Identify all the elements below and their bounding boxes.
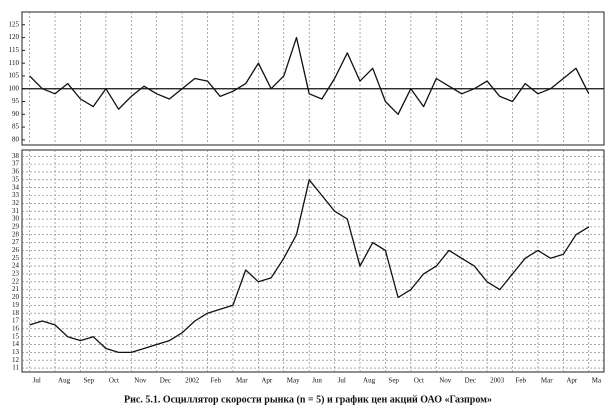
price-line (29, 36, 590, 115)
y-tick-label: 30 (12, 215, 20, 223)
y-tick-label: 105 (9, 72, 20, 80)
x-tick-label: 2002 (185, 377, 200, 385)
y-tick-label: 16 (12, 324, 20, 332)
x-tick-label: Jul (33, 377, 41, 385)
x-tick-label: Aug (363, 377, 376, 385)
y-tick-label: 120 (9, 33, 20, 41)
y-tick-label: 25 (12, 254, 20, 262)
y-tick-label: 20 (12, 293, 20, 301)
y-tick-label: 80 (12, 135, 20, 143)
y-tick-label: 15 (12, 332, 20, 340)
y-tick-label: 24 (12, 262, 20, 270)
x-tick-label: Feb (211, 377, 222, 385)
x-tick-label: Mar (236, 377, 248, 385)
y-tick-label: 27 (12, 238, 20, 246)
y-tick-label: 22 (12, 277, 20, 285)
x-tick-label: Dec (465, 377, 476, 385)
y-tick-label: 125 (9, 20, 20, 28)
y-tick-label: 35 (12, 175, 20, 183)
y-tick-label: 38 (12, 152, 20, 160)
y-tick-label: 34 (12, 183, 20, 191)
x-tick-label: Mar (541, 377, 553, 385)
y-tick-label: 12 (12, 356, 20, 364)
y-tick-label: 11 (12, 364, 19, 372)
x-tick-label: Sep (83, 377, 94, 385)
x-tick-label: Apr (261, 377, 273, 385)
y-tick-label: 17 (12, 317, 20, 325)
y-tick-label: 18 (12, 309, 20, 317)
x-tick-label: Nov (134, 377, 147, 385)
x-tick-label: Jul (338, 377, 346, 385)
x-tick-label: Oct (414, 377, 424, 385)
y-tick-label: 14 (12, 340, 20, 348)
x-tick-label: Feb (516, 377, 527, 385)
x-tick-label: Apr (566, 377, 578, 385)
x-tick-label: 2003 (490, 377, 505, 385)
y-tick-label: 29 (12, 222, 20, 230)
y-tick-label: 95 (12, 97, 20, 105)
y-tick-label: 19 (12, 301, 20, 309)
y-tick-label: 33 (12, 191, 20, 199)
y-tick-label: 100 (9, 84, 20, 92)
y-tick-label: 23 (12, 270, 20, 278)
x-tick-label: Sep (388, 377, 399, 385)
y-tick-label: 37 (12, 160, 20, 168)
x-tick-label: Aug (58, 377, 71, 385)
plot-frame (21, 11, 605, 146)
x-tick-label: Ma (592, 377, 602, 385)
x-tick-label: Nov (439, 377, 452, 385)
x-tick-label: Jun (312, 377, 322, 385)
price-line (29, 179, 590, 354)
y-tick-label: 32 (12, 199, 20, 207)
y-tick-label: 13 (12, 348, 20, 356)
y-tick-label: 28 (12, 230, 20, 238)
x-tick-label: May (287, 377, 300, 385)
y-tick-label: 85 (12, 123, 20, 131)
caption: Рис. 5.1. Осциллятор скорости рынка (n =… (124, 394, 492, 405)
plot-frame (21, 149, 605, 373)
y-tick-label: 115 (9, 46, 20, 54)
x-tick-label: Oct (109, 377, 119, 385)
y-tick-label: 21 (12, 285, 20, 293)
y-tick-label: 36 (12, 168, 20, 176)
y-tick-label: 110 (9, 59, 20, 67)
y-tick-label: 26 (12, 246, 20, 254)
y-tick-label: 31 (12, 207, 20, 215)
y-tick-label: 90 (12, 110, 20, 118)
x-tick-label: Dec (160, 377, 171, 385)
